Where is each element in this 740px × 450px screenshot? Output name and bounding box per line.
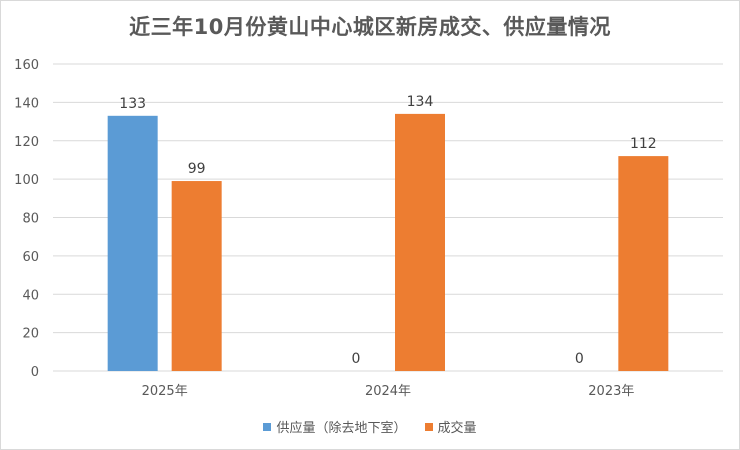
bar-transactions-1 <box>395 113 445 371</box>
y-tick-label: 140 <box>14 96 39 111</box>
legend-swatch-transactions <box>424 422 433 431</box>
y-tick-label: 0 <box>31 365 39 380</box>
legend-item-transactions[interactable]: 成交量 <box>424 417 477 436</box>
chart-legend: 供应量（除去地下室） 成交量 <box>1 417 739 436</box>
chart-title: 近三年10月份黄山中心城区新房成交、供应量情况 <box>129 15 611 39</box>
bar-supply-0 <box>107 115 158 372</box>
bar-transactions-2 <box>618 156 669 371</box>
y-tick-label: 60 <box>22 250 39 265</box>
legend-item-supply[interactable]: 供应量（除去地下室） <box>263 417 407 436</box>
legend-label-supply: 供应量（除去地下室） <box>276 421 407 436</box>
y-tick-label: 100 <box>14 173 39 188</box>
data-label-zero: 0 <box>352 351 361 367</box>
y-tick-label: 20 <box>22 327 39 342</box>
y-tick-label: 120 <box>14 135 39 150</box>
data-label: 134 <box>407 94 434 110</box>
y-tick-label: 80 <box>22 212 39 227</box>
bar-transactions-0 <box>171 181 222 371</box>
x-tick-label: 2024年 <box>365 384 411 399</box>
data-label: 99 <box>188 161 206 177</box>
legend-swatch-supply <box>263 422 272 431</box>
y-tick-label: 160 <box>14 58 39 73</box>
data-label-zero: 0 <box>575 351 584 367</box>
x-tick-label: 2023年 <box>588 384 634 399</box>
legend-label-transactions: 成交量 <box>437 421 477 436</box>
x-tick-label: 2025年 <box>142 384 188 399</box>
y-tick-label: 40 <box>22 288 39 303</box>
data-label: 133 <box>119 96 146 112</box>
data-label: 112 <box>630 136 657 152</box>
